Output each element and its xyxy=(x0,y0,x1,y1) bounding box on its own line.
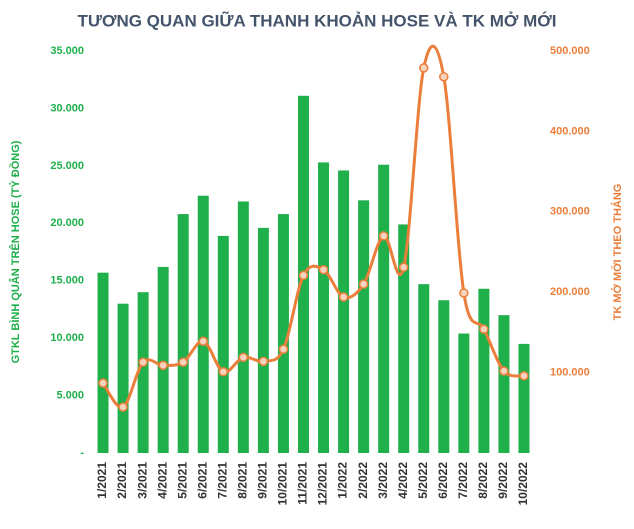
x-tick-label: 7/2022 xyxy=(456,462,470,499)
bar xyxy=(418,284,430,453)
y2-tick-label: 500.000 xyxy=(550,45,590,57)
x-tick-label: 7/2021 xyxy=(215,462,229,499)
y2-tick-label: 100.000 xyxy=(550,367,590,379)
line-marker xyxy=(419,63,429,73)
line-marker xyxy=(178,357,188,367)
bar xyxy=(358,200,370,453)
bar xyxy=(338,170,350,454)
line-marker xyxy=(499,366,509,376)
bar xyxy=(217,235,229,453)
x-tick-label: 1/2022 xyxy=(336,462,350,499)
line-marker xyxy=(358,279,369,289)
x-tick-label: 5/2022 xyxy=(416,462,430,499)
y-tick-label: 10.000 xyxy=(50,332,84,344)
x-tick-label: 3/2022 xyxy=(376,462,390,499)
x-tick-label: 5/2021 xyxy=(175,462,189,499)
bar xyxy=(117,303,129,453)
y-tick-label: 25.000 xyxy=(50,160,84,172)
y-tick-label: 15.000 xyxy=(50,275,84,287)
x-tick-label: 6/2021 xyxy=(195,462,209,499)
bar xyxy=(177,214,189,453)
x-tick-label: 11/2021 xyxy=(296,462,310,505)
chart-title: TƯƠNG QUAN GIỮA THANH KHOẢN HOSE VÀ TK M… xyxy=(77,10,556,30)
y2-tick-label: 300.000 xyxy=(550,206,590,218)
y-tick-label: 30.000 xyxy=(50,102,84,114)
x-tick-label: 9/2022 xyxy=(496,462,510,499)
line-marker xyxy=(118,402,128,412)
bar xyxy=(97,272,109,453)
x-tick-label: 4/2021 xyxy=(155,462,169,499)
bar xyxy=(378,164,390,454)
bar xyxy=(398,224,410,453)
x-tick-label: 10/2022 xyxy=(516,462,530,506)
y-axis-title: GTKL BÌNH QUÂN TRÊN HOSE (TỶ ĐỒNG) xyxy=(9,140,22,363)
line-marker xyxy=(338,292,349,302)
line-marker xyxy=(398,262,409,273)
y-tick-label: - xyxy=(80,447,84,459)
bar xyxy=(438,300,450,453)
bar xyxy=(197,195,209,453)
y2-tick-label: 200.000 xyxy=(550,286,590,298)
line-marker xyxy=(138,357,148,367)
bar xyxy=(478,288,490,453)
bar xyxy=(458,333,470,453)
line-marker xyxy=(218,367,229,377)
line-marker xyxy=(278,344,289,355)
line-marker xyxy=(298,270,309,281)
bar xyxy=(318,162,330,453)
line-marker xyxy=(519,371,529,381)
line-marker xyxy=(258,356,269,367)
x-tick-label: 2/2021 xyxy=(115,462,129,499)
x-tick-label: 2/2022 xyxy=(356,462,370,499)
bar xyxy=(277,214,289,453)
x-tick-label: 12/2021 xyxy=(316,462,330,506)
x-tick-label: 6/2022 xyxy=(436,462,450,499)
x-tick-label: 3/2021 xyxy=(135,462,149,499)
x-tick-label: 10/2021 xyxy=(276,462,290,506)
line-marker xyxy=(98,378,108,388)
y-tick-label: 5.000 xyxy=(56,389,84,401)
line-marker xyxy=(378,231,389,241)
x-tick-label: 8/2021 xyxy=(236,462,250,499)
y2-tick-label: 400.000 xyxy=(550,125,590,137)
y-tick-label: 35.000 xyxy=(50,45,84,57)
bar xyxy=(257,227,269,453)
y-tick-label: 20.000 xyxy=(50,217,84,229)
line-marker xyxy=(439,71,449,82)
line-marker xyxy=(318,264,329,275)
bar xyxy=(137,292,149,453)
line-marker xyxy=(198,336,208,346)
x-tick-label: 9/2021 xyxy=(256,462,270,499)
x-tick-label: 1/2021 xyxy=(95,462,109,499)
x-tick-label: 4/2022 xyxy=(396,462,410,499)
bar xyxy=(157,266,169,453)
bar xyxy=(237,201,249,453)
line-marker xyxy=(479,324,489,334)
line-marker xyxy=(459,288,469,298)
y2-axis-title: TK MỞ MỚI THEO THÁNG xyxy=(611,184,624,321)
line-marker xyxy=(238,352,249,363)
x-tick-label: 8/2022 xyxy=(476,462,490,499)
bar xyxy=(518,343,530,453)
line-marker xyxy=(158,360,168,371)
bar xyxy=(498,315,510,453)
